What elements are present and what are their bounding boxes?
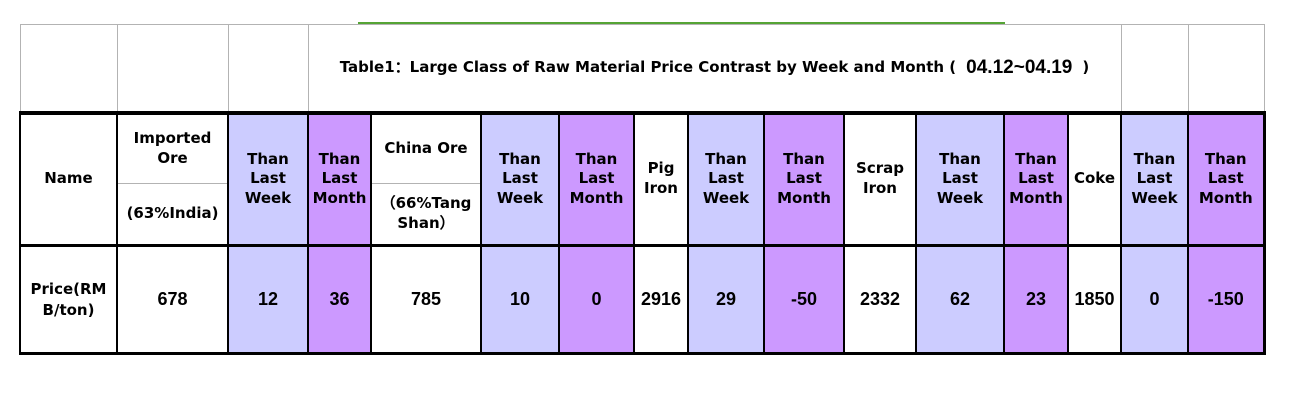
delta-month-cell-china-ore: 0 [558, 244, 635, 355]
title-date-range: 04.12~04.19 [966, 57, 1073, 79]
header-cell-pig-iron: Pig Iron [633, 110, 689, 247]
delta-week-cell-imported-ore: 12 [227, 244, 309, 355]
delta-month-cell-scrap-iron: 23 [1003, 244, 1069, 355]
header-row-lower: (63%India) （66%TangShan） [20, 183, 1264, 247]
title-suffix: ) [1082, 58, 1090, 77]
price-cell-scrap-iron: 2332 [843, 244, 917, 355]
header-cell-china-ore: China Ore [370, 110, 482, 184]
price-cell-china-ore: 785 [370, 244, 482, 355]
title-row: Table1：Large Class of Raw Material Price… [19, 24, 1265, 113]
price-cell-pig-iron: 2916 [633, 244, 689, 355]
price-cell-coke: 1850 [1067, 244, 1122, 355]
header-cell-than-last-week-china-ore: Than Last Week [480, 110, 560, 247]
header-subcell-china-ore-grade: （66%TangShan） [370, 183, 482, 247]
header-subcell-imported-ore-grade: (63%India) [116, 183, 229, 247]
header-cell-coke: Coke [1067, 110, 1122, 247]
delta-week-cell-pig-iron: 29 [687, 244, 765, 355]
row-label-price: Price(RMB/ton) [19, 244, 118, 355]
title-row-empty-cell [19, 24, 118, 113]
header-cell-than-last-week-imported-ore: Than Last Week [227, 110, 309, 247]
header-cell-than-last-week-scrap-iron: Than Last Week [915, 110, 1005, 247]
header-cell-than-last-month-pig-iron: Than Last Month [763, 110, 845, 247]
header-cell-name: Name [19, 110, 118, 247]
delta-month-cell-pig-iron: -50 [763, 244, 845, 355]
title-row-empty-cell [116, 24, 229, 113]
header-cell-than-last-month-scrap-iron: Than Last Month [1003, 110, 1069, 247]
title-prefix: Table1：Large Class of Raw Material Price… [339, 58, 957, 77]
header-cell-than-last-week-pig-iron: Than Last Week [687, 110, 765, 247]
header-cell-than-last-week-coke: Than Last Week [1120, 110, 1189, 247]
delta-week-cell-china-ore: 10 [480, 244, 560, 355]
header-cell-than-last-month-coke: Than Last Month [1187, 110, 1266, 247]
delta-week-cell-coke: 0 [1120, 244, 1189, 355]
header-cell-than-last-month-china-ore: Than Last Month [558, 110, 635, 247]
delta-week-cell-scrap-iron: 62 [915, 244, 1005, 355]
header-cell-imported-ore: Imported Ore [116, 110, 229, 184]
price-cell-imported-ore: 678 [116, 244, 229, 355]
price-data-row: Price(RMB/ton) 678 12 36 785 10 0 2916 2… [19, 244, 1266, 355]
delta-month-cell-imported-ore: 36 [307, 244, 372, 355]
table-title: Table1：Large Class of Raw Material Price… [307, 24, 1122, 113]
header-cell-than-last-month-imported-ore: Than Last Month [307, 110, 372, 247]
header-cell-scrap-iron: Scrap Iron [843, 110, 917, 247]
delta-month-cell-coke: -150 [1187, 244, 1266, 355]
title-row-empty-cell [1120, 24, 1189, 113]
header-row-upper: Name Imported Ore Than Last Week Than La… [19, 110, 1266, 247]
title-row-empty-cell [1187, 24, 1265, 113]
raw-material-price-table: Table1：Large Class of Raw Material Price… [19, 24, 1266, 355]
title-row-empty-cell [227, 24, 309, 113]
